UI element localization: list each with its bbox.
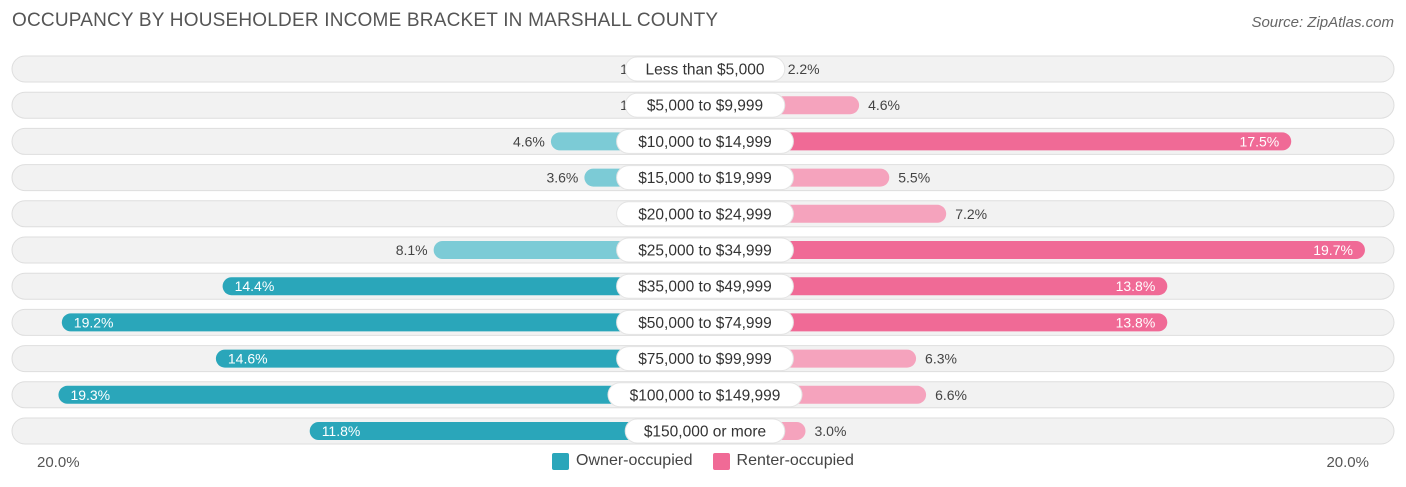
category-label: $150,000 or more xyxy=(644,424,766,441)
renter-bar xyxy=(705,277,1168,296)
owner-bar xyxy=(309,422,705,440)
renter-swatch-icon xyxy=(712,452,730,470)
category-label: $75,000 to $99,999 xyxy=(638,351,772,368)
renter-value-label: 13.8% xyxy=(1116,278,1156,294)
legend: Owner-occupied Renter-occupied xyxy=(0,452,1406,470)
renter-value-label: 17.5% xyxy=(1240,133,1280,149)
owner-value-label: 19.2% xyxy=(74,314,114,330)
category-label-pill xyxy=(624,56,786,82)
diverging-bar-chart: 1.4%2.2%Less than $5,0001.4%4.6%$5,000 t… xyxy=(11,55,1395,445)
owner-value-label: 14.4% xyxy=(235,278,275,294)
category-label: Less than $5,000 xyxy=(646,62,765,79)
owner-swatch-icon xyxy=(552,452,570,470)
owner-value-label: 11.8% xyxy=(322,423,361,439)
category-label-pill xyxy=(616,201,794,227)
category-label: $5,000 to $9,999 xyxy=(647,98,763,115)
category-label: $10,000 to $14,999 xyxy=(638,134,772,151)
renter-bar xyxy=(705,313,1168,332)
renter-value-label: 6.3% xyxy=(925,351,957,367)
renter-value-label: 6.6% xyxy=(935,387,967,403)
legend-renter-label: Renter-occupied xyxy=(736,452,854,469)
renter-value-label: 13.8% xyxy=(1116,314,1156,330)
renter-value-label: 2.2% xyxy=(788,61,820,77)
owner-bar xyxy=(222,277,705,296)
category-label-pill xyxy=(616,346,794,372)
owner-value-label: 19.3% xyxy=(70,387,110,403)
category-label: $15,000 to $19,999 xyxy=(638,170,772,187)
category-label-pill xyxy=(616,273,794,299)
legend-item-renter[interactable]: Renter-occupied xyxy=(712,452,854,470)
category-label: $50,000 to $74,999 xyxy=(638,315,772,332)
category-label: $100,000 to $149,999 xyxy=(630,387,781,404)
owner-bar xyxy=(215,349,705,368)
owner-bar xyxy=(58,385,705,404)
category-label-pill xyxy=(607,382,803,408)
category-label-pill xyxy=(616,165,794,191)
source-label: Source: ZipAtlas.com xyxy=(1251,14,1394,31)
category-label-pill xyxy=(616,128,794,154)
legend-owner-label: Owner-occupied xyxy=(576,452,693,469)
renter-bar xyxy=(705,132,1292,151)
category-label: $25,000 to $34,999 xyxy=(638,243,772,260)
owner-value-label: 4.6% xyxy=(513,133,545,149)
category-label-pill xyxy=(616,309,794,335)
category-label: $20,000 to $24,999 xyxy=(638,206,772,223)
category-label: $35,000 to $49,999 xyxy=(638,279,772,296)
renter-value-label: 3.0% xyxy=(815,423,847,439)
renter-value-label: 7.2% xyxy=(955,206,987,222)
legend-item-owner[interactable]: Owner-occupied xyxy=(552,452,693,470)
renter-value-label: 4.6% xyxy=(868,97,900,113)
category-label-pill xyxy=(624,418,786,444)
axis-label-right: 20.0% xyxy=(1326,454,1369,471)
renter-bar xyxy=(705,241,1365,259)
renter-value-label: 5.5% xyxy=(898,170,930,186)
renter-value-label: 19.7% xyxy=(1313,242,1353,258)
category-label-pill xyxy=(616,237,794,263)
owner-value-label: 3.6% xyxy=(546,170,578,186)
owner-value-label: 14.6% xyxy=(228,351,268,367)
axis-label-left: 20.0% xyxy=(37,454,80,471)
owner-value-label: 8.1% xyxy=(396,242,428,258)
category-label-pill xyxy=(624,92,786,118)
owner-bar xyxy=(61,313,706,332)
chart-title: OCCUPANCY BY HOUSEHOLDER INCOME BRACKET … xyxy=(12,10,719,31)
